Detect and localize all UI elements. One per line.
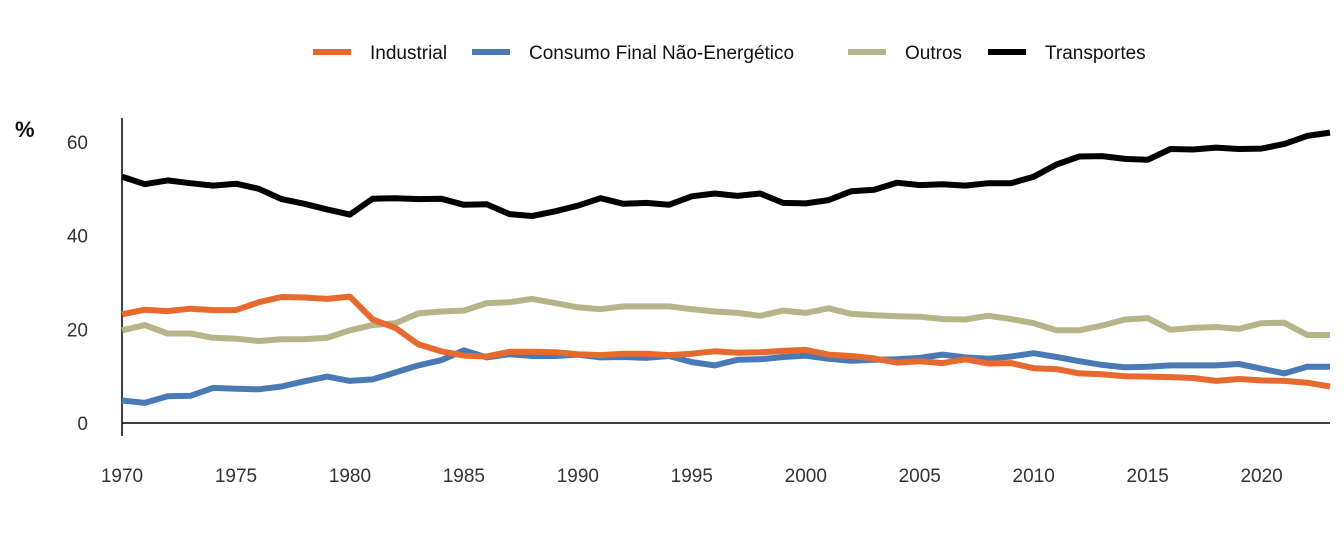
legend-item-outros: Outros xyxy=(848,43,962,64)
x-tick-label-2015: 2015 xyxy=(1127,466,1169,487)
y-tick-label-40: 40 xyxy=(67,227,88,248)
series-line-outros xyxy=(121,295,1330,344)
series-line-transportes xyxy=(121,129,1331,219)
y-axis-ticks: 0 20 40 60 xyxy=(67,133,88,435)
x-tick-label-2005: 2005 xyxy=(899,466,941,487)
y-tick-label-60: 60 xyxy=(67,133,88,154)
x-tick-label-1970: 1970 xyxy=(101,466,143,487)
legend-label: Industrial xyxy=(370,43,447,64)
series-lines xyxy=(121,129,1331,406)
series-line-consumo-final-n-o-energ-tico xyxy=(121,347,1330,406)
x-tick-label-2010: 2010 xyxy=(1013,466,1055,487)
x-tick-label-2020: 2020 xyxy=(1240,466,1282,487)
legend-item-transportes: Transportes xyxy=(988,43,1146,64)
y-tick-label-0: 0 xyxy=(77,414,88,435)
x-tick-label-1975: 1975 xyxy=(215,466,257,487)
legend-label: Consumo Final Não-Energético xyxy=(529,43,794,64)
legend-label: Outros xyxy=(905,43,962,64)
x-tick-label-1980: 1980 xyxy=(329,466,371,487)
legend-label: Transportes xyxy=(1045,43,1146,64)
series-line-industrial xyxy=(121,293,1331,390)
legend-item-consumo-final-n-o-energ-tico: Consumo Final Não-Energético xyxy=(472,43,794,64)
x-tick-label-1995: 1995 xyxy=(671,466,713,487)
x-tick-label-1985: 1985 xyxy=(443,466,485,487)
x-axis-ticks: 1970 1975 1980 1985 1990 1995 2000 2005 2010 2015… xyxy=(101,466,1283,487)
legend-item-industrial: Industrial xyxy=(313,43,447,64)
x-tick-label-2000: 2000 xyxy=(785,466,827,487)
chart-legend: Industrial Consumo Final Não-Energético Ou… xyxy=(313,43,1146,64)
y-axis-unit-label: % xyxy=(15,117,35,142)
y-tick-label-20: 20 xyxy=(67,320,88,341)
x-tick-label-1990: 1990 xyxy=(557,466,599,487)
